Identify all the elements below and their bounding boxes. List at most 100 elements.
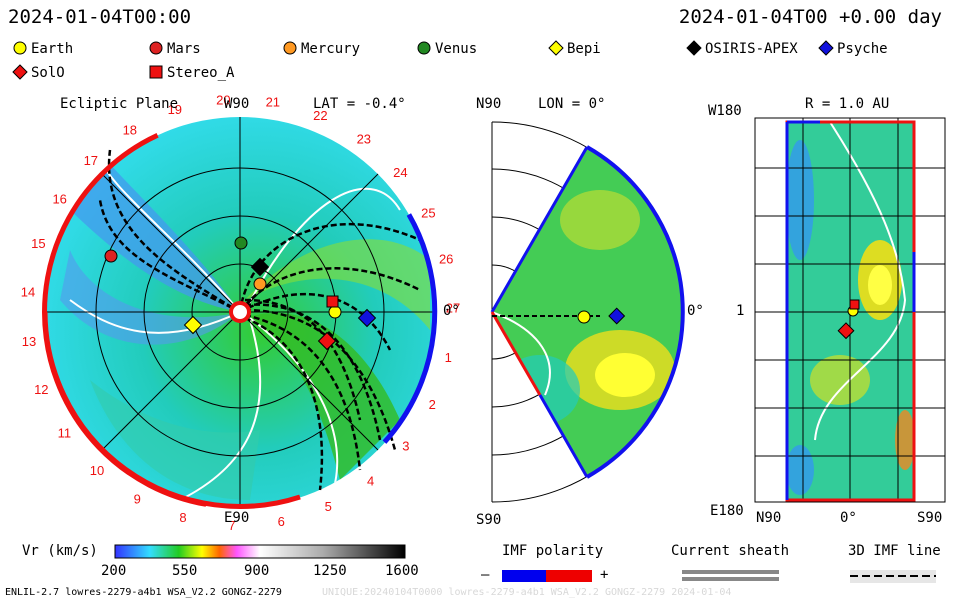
carrington-label: 10 [90,463,104,478]
carrington-label: 21 [266,95,280,110]
carrington-label: 22 [313,108,327,123]
circle-icon [13,41,27,55]
radial-top-left: W180 [708,103,742,119]
diamond-icon [548,40,564,56]
header-left-time: 2024-01-04T00:00 [8,6,192,28]
solo-marker [317,331,337,351]
legend-label: OSIRIS-APEX [705,41,798,57]
legend-label: Psyche [837,41,888,57]
footer-watermark: UNIQUE:20240104T0000 lowres-2279-a4b1 WS… [322,587,732,598]
current-sheath-line [682,570,779,574]
footer-model-info: ENLIL-2.7 lowres-2279-a4b1 WSA_V2.2 GONG… [5,587,282,598]
imf-plus: + [600,567,609,583]
legend-item-solo: SolO [12,64,65,81]
vr-colorbar [114,544,406,559]
ecliptic-lat-label: LAT = -0.4° [313,96,406,112]
carrington-label: 5 [325,499,332,514]
radial-bottom-left: E180 [710,503,744,519]
legend-label: Mercury [301,41,361,57]
radial-left-tick: 1 [736,303,745,319]
meridional-earth-marker [577,310,591,324]
carrington-label: 8 [179,510,186,525]
carrington-label: 12 [34,382,48,397]
carrington-label: 15 [31,236,45,251]
meridional-lon: LON = 0° [538,96,606,112]
carrington-label: 18 [123,123,137,138]
current-sheath-label: Current sheath [671,543,790,559]
legend-item-bepi: Bepi [548,40,601,57]
meridional-edge-blue [538,394,589,478]
radial-title: R = 1.0 AU [805,96,890,112]
radial-bottom-s90: S90 [917,510,943,526]
meridional-right-label: 0° [687,303,704,319]
bepi-marker [183,315,203,335]
legend-label: Bepi [567,41,601,57]
carrington-label: 14 [21,285,35,300]
ecliptic-right-label: 0° [443,303,460,319]
imf-negative-bar [502,570,546,582]
colorbar-tick-4: 1600 [385,563,419,579]
radial-bottom-0: 0° [840,510,857,526]
imf-polarity-label: IMF polarity [502,543,604,559]
diamond-icon [818,40,834,56]
ecliptic-top-label: W90 [224,96,250,112]
carrington-label: 4 [367,473,374,488]
header-right-time: 2024-01-04T00 +0.00 day [678,6,942,28]
ecliptic-polarity-blue-arc [382,213,438,444]
legend-item-mercury: Mercury [282,40,360,57]
legend-item-stereo-a: Stereo_A [148,64,234,81]
circle-icon [283,41,297,55]
ecliptic-bottom-label: E90 [224,510,250,526]
radial-panel [754,117,946,503]
ecliptic-body-markers [104,236,377,351]
legend-item-osiris-apex: OSIRIS-APEX [686,40,798,57]
meridional-psyche-marker [608,307,626,325]
radial-stereo-a-marker [849,299,860,310]
carrington-label: 16 [52,192,66,207]
colorbar-tick-2: 900 [244,563,270,579]
legend-label: Venus [435,41,478,57]
mercury-marker [253,277,267,291]
colorbar-label: Vr (km/s) [22,543,98,559]
venus-marker [234,236,248,250]
circle-icon [149,41,163,55]
carrington-label: 23 [357,132,371,147]
osiris-apex-marker [250,257,270,277]
meridional-bottom-left: S90 [476,512,502,528]
meridional-edge-top [490,146,589,313]
colorbar-tick-1: 550 [172,563,198,579]
carrington-label: 13 [22,334,36,349]
legend-label: Mars [167,41,201,57]
legend-label: SolO [31,65,65,81]
carrington-label: 27 [446,301,460,316]
carrington-label: 26 [439,252,453,267]
carrington-label: 9 [134,492,141,507]
sun-marker [229,301,251,323]
meridional-top-left: N90 [476,96,502,112]
carrington-label: 20 [216,93,230,108]
imf-positive-bar [546,570,592,582]
legend-label: Earth [31,41,74,57]
carrington-label: 24 [393,165,407,180]
legend-item-earth: Earth [12,40,73,57]
legend-item-mars: Mars [148,40,201,57]
diamond-icon [686,40,702,56]
radial-bottom-n90: N90 [756,510,782,526]
carrington-label: 7 [228,518,235,533]
meridional-edge-red [490,311,542,396]
meridional-edge-arc [586,145,685,479]
carrington-label: 2 [429,397,436,412]
legend-item-psyche: Psyche [818,40,888,57]
diamond-icon [12,64,28,80]
carrington-label: 17 [84,153,98,168]
radial-sheath-line [814,121,907,441]
carrington-label: 6 [278,514,285,529]
ecliptic-title: Ecliptic Plane [60,96,179,112]
radial-solo-marker [837,322,855,340]
carrington-label: 3 [402,439,409,454]
ecliptic-polarity-red-arc-2 [42,311,301,509]
earth-marker [328,305,342,319]
imf-minus: – [481,567,490,583]
